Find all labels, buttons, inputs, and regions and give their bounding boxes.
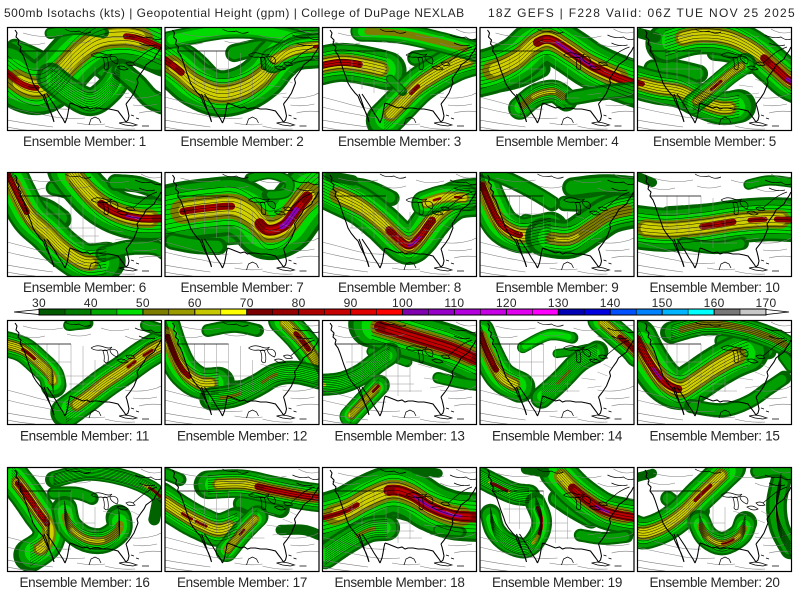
svg-text:Ensemble Member: 1: Ensemble Member: 1 [23, 134, 146, 149]
svg-text:30: 30 [32, 296, 46, 310]
svg-text:Ensemble Member: 12: Ensemble Member: 12 [177, 429, 307, 444]
svg-text:40: 40 [84, 296, 98, 310]
svg-text:Ensemble Member: 8: Ensemble Member: 8 [338, 280, 461, 295]
svg-text:Ensemble Member: 6: Ensemble Member: 6 [23, 280, 146, 295]
svg-text:Ensemble Member: 14: Ensemble Member: 14 [492, 429, 623, 444]
svg-text:Ensemble Member: 11: Ensemble Member: 11 [20, 429, 149, 444]
svg-text:Ensemble Member: 16: Ensemble Member: 16 [19, 575, 149, 590]
svg-text:130: 130 [548, 296, 569, 310]
svg-text:Ensemble Member: 3: Ensemble Member: 3 [338, 134, 461, 149]
svg-text:110: 110 [444, 296, 464, 310]
svg-text:Ensemble Member: 20: Ensemble Member: 20 [649, 575, 779, 590]
svg-text:Ensemble Member: 7: Ensemble Member: 7 [181, 280, 304, 295]
svg-text:Ensemble Member: 5: Ensemble Member: 5 [653, 134, 776, 149]
svg-text:120: 120 [496, 296, 517, 310]
svg-text:150: 150 [652, 296, 673, 310]
svg-text:160: 160 [704, 296, 725, 310]
svg-text:Ensemble Member: 13: Ensemble Member: 13 [334, 429, 464, 444]
svg-text:Ensemble Member: 19: Ensemble Member: 19 [492, 575, 622, 590]
svg-text:Ensemble Member: 10: Ensemble Member: 10 [649, 280, 779, 295]
svg-text:140: 140 [600, 296, 621, 310]
svg-text:90: 90 [344, 296, 358, 310]
svg-text:70: 70 [240, 296, 254, 310]
svg-text:170: 170 [756, 296, 777, 310]
svg-text:60: 60 [188, 296, 202, 310]
svg-text:80: 80 [292, 296, 306, 310]
svg-text:100: 100 [392, 296, 413, 310]
svg-text:Ensemble Member: 9: Ensemble Member: 9 [496, 280, 619, 295]
svg-text:50: 50 [136, 296, 150, 310]
svg-text:500mb Isotachs (kts) | Geopote: 500mb Isotachs (kts) | Geopotential Heig… [4, 6, 465, 20]
svg-text:18Z GEFS | F228 Valid: 06Z TUE: 18Z GEFS | F228 Valid: 06Z TUE NOV 25 20… [488, 6, 796, 20]
svg-text:Ensemble Member: 2: Ensemble Member: 2 [181, 134, 304, 149]
svg-text:Ensemble Member: 17: Ensemble Member: 17 [177, 575, 307, 590]
svg-text:Ensemble Member: 15: Ensemble Member: 15 [649, 429, 779, 444]
svg-text:Ensemble Member: 4: Ensemble Member: 4 [496, 134, 620, 149]
svg-text:Ensemble Member: 18: Ensemble Member: 18 [334, 575, 464, 590]
